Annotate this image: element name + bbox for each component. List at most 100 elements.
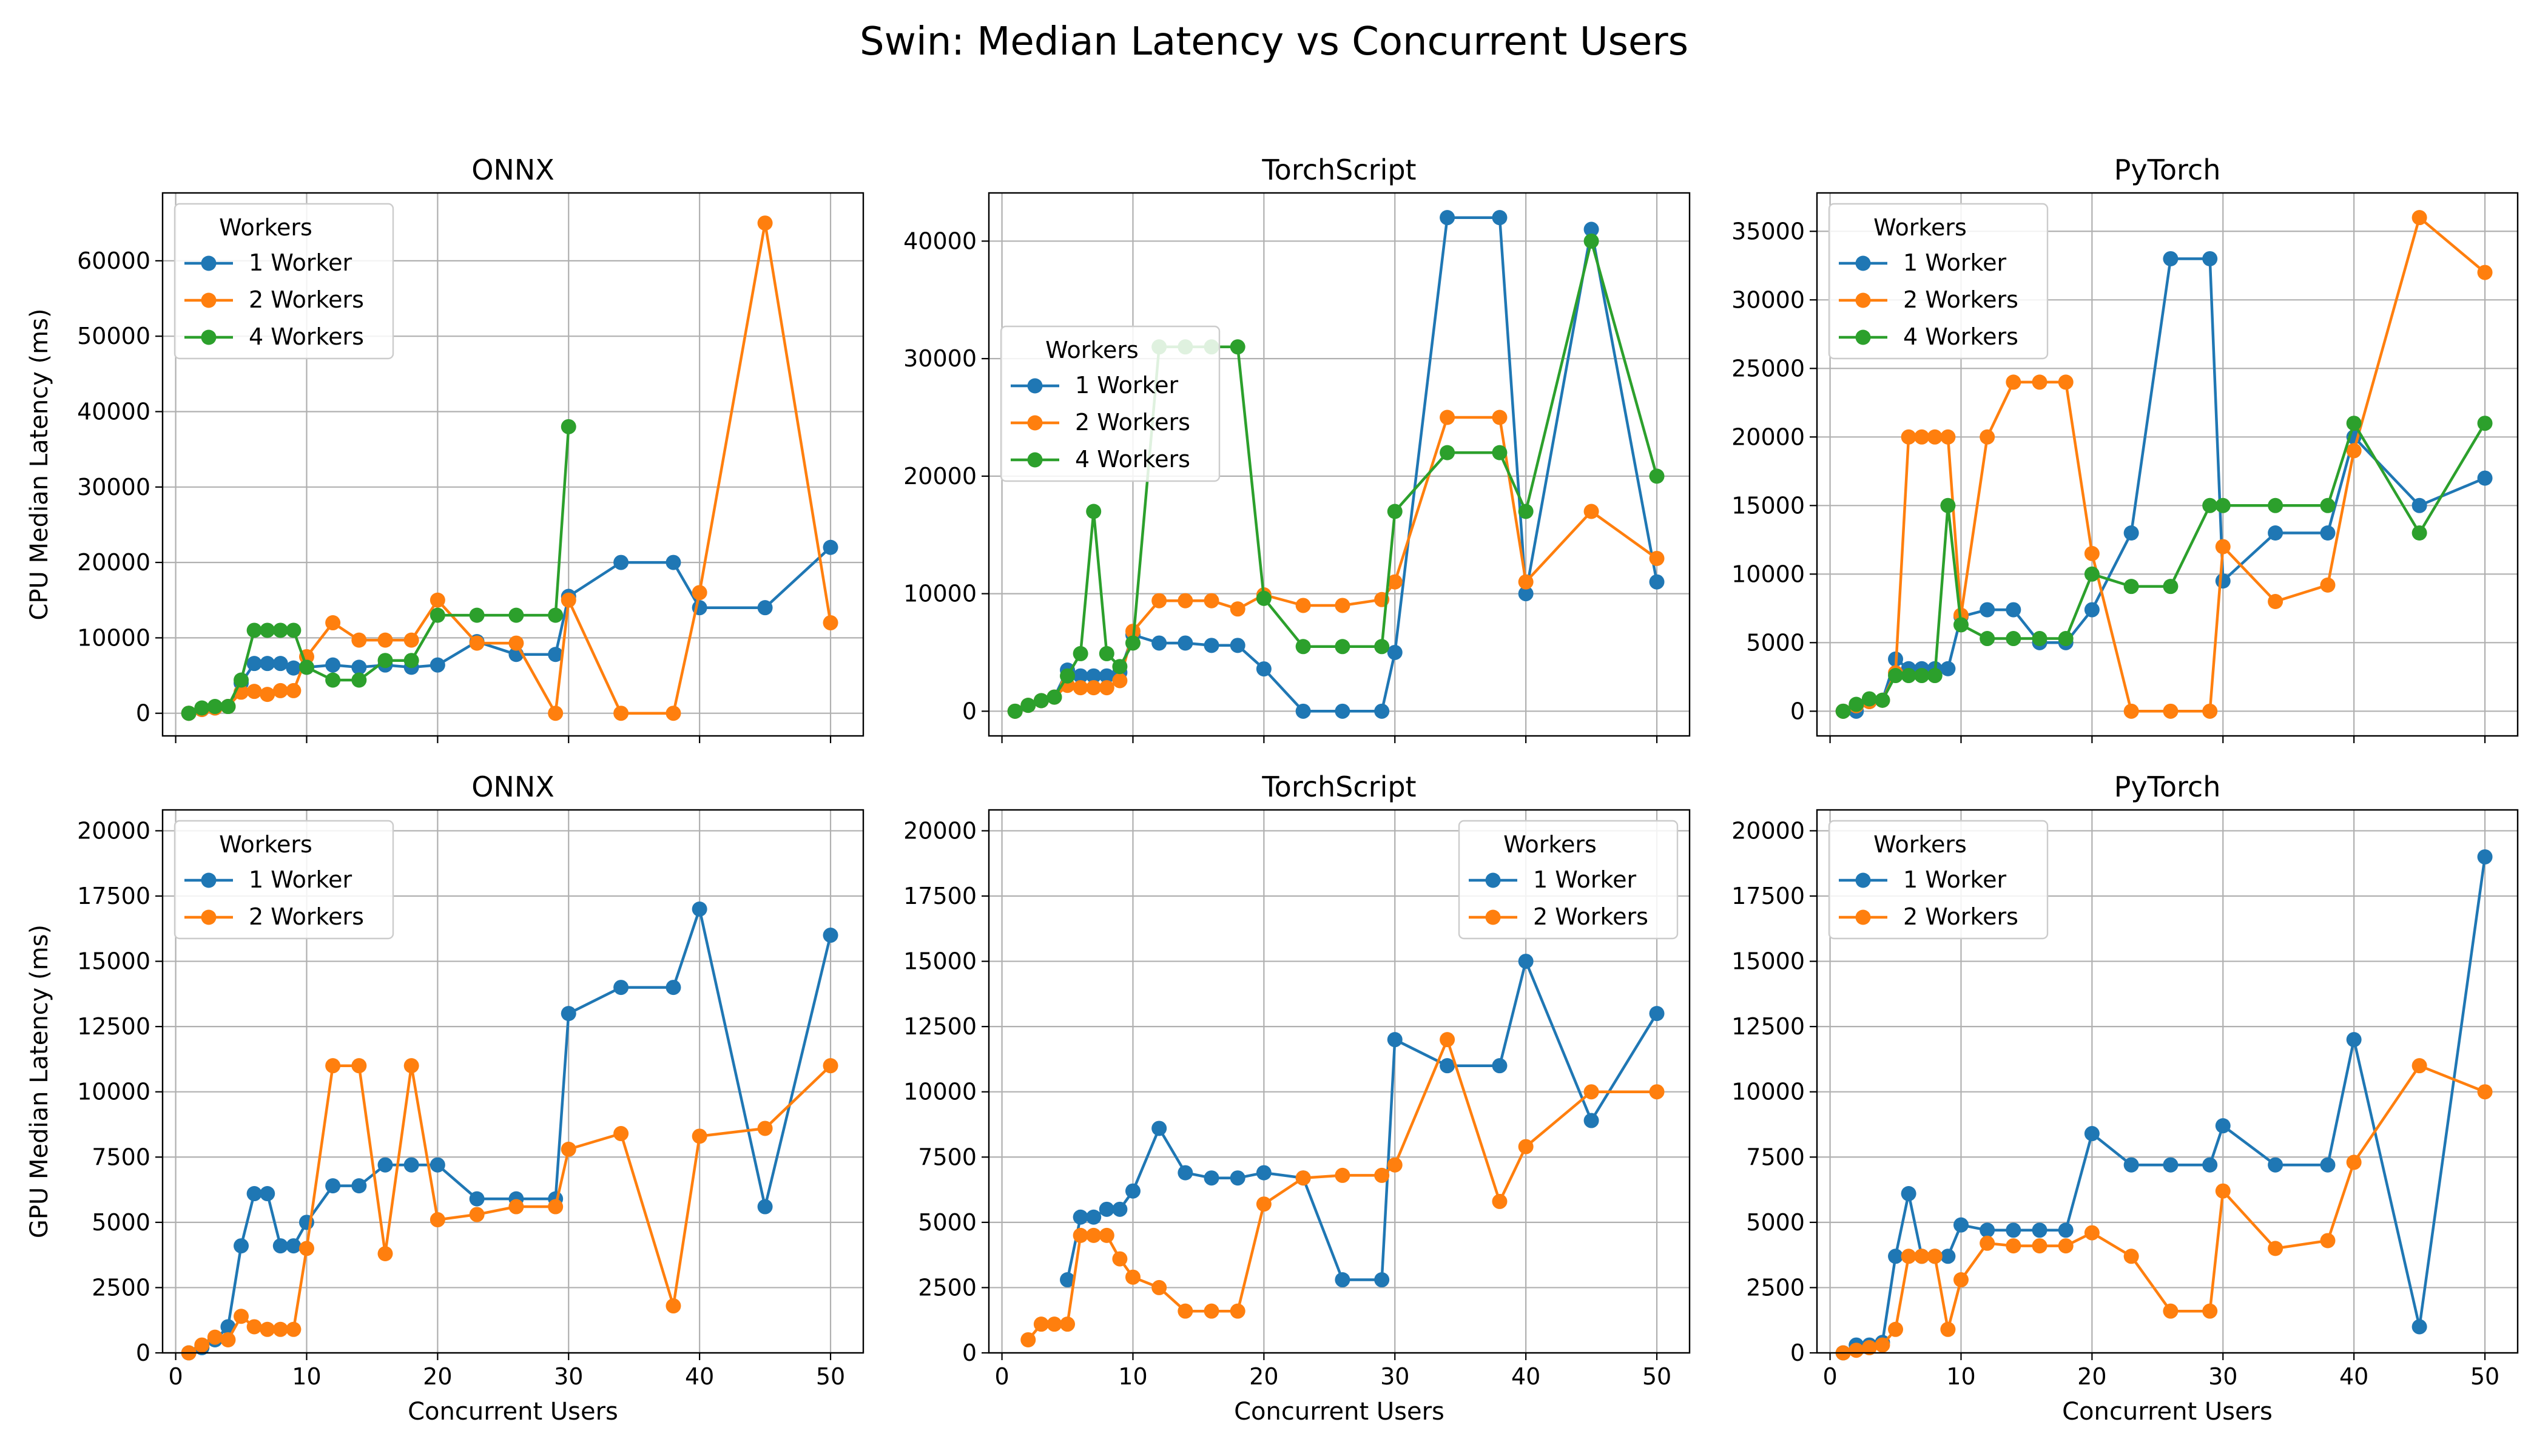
data-point [1178,1165,1193,1181]
x-tick-label: 10 [292,1363,321,1390]
y-axis-label: CPU Median Latency (ms) [25,308,53,620]
y-tick-label: 5000 [1746,1209,1805,1236]
data-point [2412,497,2427,513]
series-group [1835,210,2493,719]
data-point [403,653,419,669]
data-point [1440,445,1455,460]
legend-label: 4 Workers [249,323,364,350]
data-point [1980,1222,1995,1238]
data-point [2268,497,2283,513]
y-tick-label: 25000 [1731,355,1805,382]
data-point [1387,644,1403,660]
data-point [2268,1157,2283,1173]
legend-marker [1027,378,1043,394]
data-point [1112,1251,1128,1267]
legend-marker [1027,415,1043,431]
axes-frame [1816,192,2519,737]
data-point [1953,1272,1969,1288]
data-point [1046,689,1062,705]
data-point [1112,659,1128,675]
subplot-title: TorchScript [1261,770,1416,803]
data-point [2412,210,2427,226]
data-point [561,592,576,608]
y-tick-label: 0 [962,1340,977,1366]
data-point [1099,645,1114,661]
data-point [2202,251,2218,266]
legend-box [174,820,394,940]
data-point [377,632,393,648]
data-point [1086,504,1102,519]
data-point [2006,1238,2021,1254]
data-point [377,1157,393,1173]
legend-label: 2 Workers [1075,409,1190,436]
data-point [1901,1186,1916,1202]
y-tick-label: 10000 [1731,561,1805,587]
data-point [2123,1157,2139,1173]
y-tick-label: 0 [1790,1340,1805,1366]
data-point [430,1157,445,1173]
data-point [1374,639,1390,655]
data-point [1295,703,1311,719]
y-tick-label: 20000 [903,463,977,490]
data-point [2006,602,2021,618]
data-point [1151,1279,1167,1295]
legend-marker [201,255,217,271]
data-point [561,419,576,434]
y-tick-label: 20000 [1731,817,1805,844]
y-tick-label: 10000 [1731,1079,1805,1105]
y-tick-label: 2500 [1746,1274,1805,1301]
data-point [1980,602,1995,618]
series-group [1007,210,1665,719]
data-point [823,928,838,943]
data-point [1440,1058,1455,1074]
data-point [1033,1316,1049,1332]
x-tick-label: 0 [1822,1363,1837,1390]
data-point [1387,1157,1403,1173]
x-tick-label: 0 [168,1363,183,1390]
series-line [188,908,832,1355]
data-point [1099,668,1114,684]
legend-label: 1 Worker [249,249,352,276]
data-point [260,656,275,672]
data-point [286,1238,302,1254]
data-point [2084,1225,2100,1241]
data-point [757,600,773,616]
data-point [1953,1217,1969,1233]
data-point [1230,601,1245,617]
data-point [1888,1249,1904,1264]
data-point [1073,645,1088,661]
data-point [1901,668,1916,684]
data-point [351,1178,367,1194]
data-point [1374,1167,1390,1183]
x-tick-label: 30 [554,1363,583,1390]
data-point [692,1128,707,1144]
data-point [1649,1006,1665,1022]
data-point [1583,504,1599,519]
y-tick-label: 50000 [77,323,150,349]
data-point [1295,598,1311,613]
data-point [2477,1084,2493,1100]
data-point [403,1058,419,1074]
data-point [1178,635,1193,651]
data-point [666,980,681,996]
legend-marker [201,292,217,308]
subplot-title: ONNX [471,153,554,186]
legend-marker [1485,909,1501,925]
chart-panel: 0 10 20 30 40 50 0 2500 5000 7500 10000 12500 15000 1… [903,770,1691,1426]
data-point [1060,1272,1076,1288]
data-point [1335,598,1350,613]
data-point [1112,673,1128,689]
data-point [2058,1238,2074,1254]
y-tick-label: 5000 [918,1209,977,1236]
data-point [2346,416,2362,431]
data-point [1020,1332,1036,1347]
data-point [469,1207,485,1222]
data-point [1204,1303,1219,1319]
data-point [1086,1209,1102,1225]
data-point [1901,1249,1916,1264]
data-point [2412,1319,2427,1335]
axes-frame [161,809,864,1354]
data-point [2032,1222,2048,1238]
data-point [298,1241,314,1256]
